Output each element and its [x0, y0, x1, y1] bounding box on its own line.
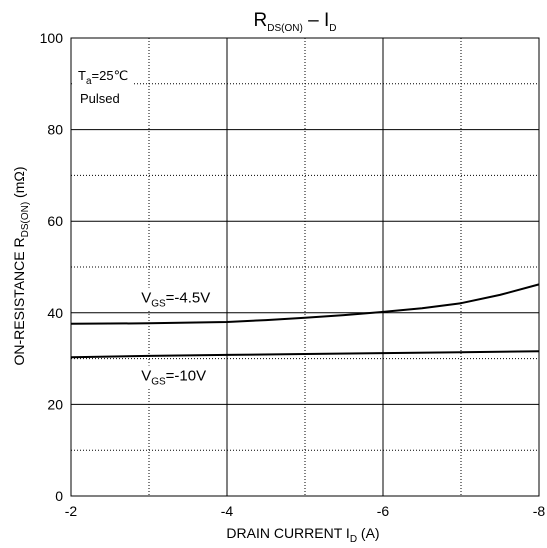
tick-labels: -2 -4 -6 -8 0 20 40 60 80 100 — [40, 30, 546, 519]
y-tick-label: 20 — [47, 396, 63, 412]
x-tick-label: -6 — [377, 503, 390, 519]
x-axis-title: DRAIN CURRENT ID (A) — [226, 525, 379, 545]
y-tick-label: 40 — [47, 305, 63, 321]
y-tick-label: 80 — [47, 122, 63, 138]
y-tick-label: 0 — [55, 488, 63, 504]
series-line-2 — [70, 350, 540, 359]
series-label-2: VGS=-10V — [141, 368, 206, 388]
chart-title: RDS(ON) – ID — [254, 10, 337, 34]
y-tick-label: 60 — [47, 213, 63, 229]
series-line-1 — [70, 283, 540, 325]
condition-temperature: Ta=25℃ — [78, 68, 128, 87]
x-tick-label: -8 — [533, 503, 546, 519]
y-axis-title: ON-RESISTANCE RDS(ON) (mΩ) — [11, 167, 31, 366]
minor-gridlines — [71, 38, 539, 496]
condition-box-bg — [72, 63, 132, 111]
plot-frame — [70, 37, 540, 497]
series-label-bg — [138, 365, 219, 388]
x-tick-label: -4 — [221, 503, 234, 519]
condition-mode: Pulsed — [80, 91, 120, 106]
x-tick-label: -2 — [65, 503, 78, 519]
series-label-1: VGS=-4.5V — [141, 290, 210, 310]
series-label-bg — [138, 287, 219, 310]
series-labels: VGS=-4.5V VGS=-10V — [138, 287, 219, 388]
series-layer — [70, 283, 540, 359]
y-tick-label: 100 — [40, 30, 64, 46]
